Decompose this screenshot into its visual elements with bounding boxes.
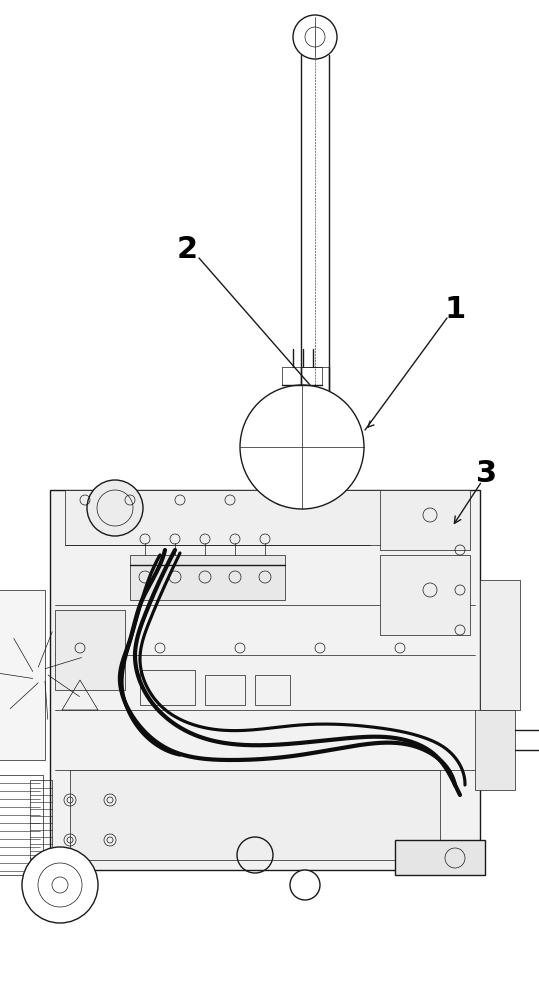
- Bar: [395, 840, 485, 875]
- Bar: [255, 675, 290, 705]
- Bar: [475, 710, 515, 790]
- Bar: [380, 555, 470, 635]
- Bar: [380, 490, 470, 550]
- Text: 3: 3: [476, 458, 497, 488]
- Circle shape: [240, 385, 364, 509]
- Bar: [140, 670, 195, 705]
- Bar: [480, 580, 520, 710]
- Bar: [130, 555, 285, 600]
- Circle shape: [22, 847, 98, 923]
- Bar: [70, 770, 440, 860]
- Bar: [205, 675, 245, 705]
- Bar: [50, 490, 480, 870]
- Bar: [0, 590, 45, 760]
- Bar: [0, 775, 43, 875]
- Text: 1: 1: [444, 296, 466, 324]
- Text: 2: 2: [176, 235, 198, 264]
- Circle shape: [290, 870, 320, 900]
- Circle shape: [293, 15, 337, 59]
- Bar: [30, 780, 52, 870]
- Circle shape: [87, 480, 143, 536]
- Bar: [55, 610, 125, 690]
- Bar: [65, 490, 400, 545]
